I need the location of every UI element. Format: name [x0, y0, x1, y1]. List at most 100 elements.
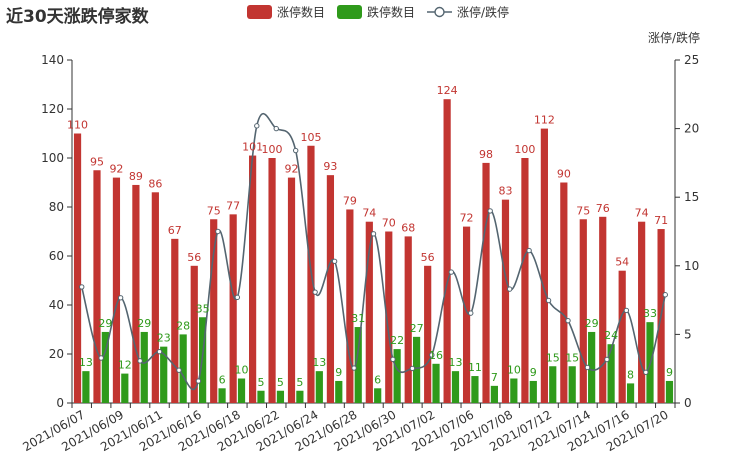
legend-label: 跌停数目	[367, 5, 415, 20]
down-bar	[354, 327, 362, 403]
up-bar	[404, 236, 412, 403]
up-bar-label: 72	[460, 212, 474, 225]
legend-item[interactable]: 涨停/跌停	[427, 5, 509, 20]
left-axis-tick-label: 40	[49, 298, 64, 312]
up-bar	[93, 170, 101, 403]
ratio-point	[234, 294, 241, 301]
ratio-point	[604, 356, 610, 363]
up-bar	[190, 265, 198, 403]
chart-title: 近30天涨跌停家数	[6, 7, 149, 27]
left-axis-tick-label: 80	[49, 200, 64, 214]
down-bar	[335, 380, 343, 403]
down-bar-label: 33	[643, 307, 657, 320]
down-bar-label: 7	[491, 371, 498, 384]
legend-item[interactable]: 跌停数目	[337, 5, 415, 20]
up-bar-label: 54	[615, 256, 629, 269]
down-bar-label: 10	[235, 364, 249, 377]
ratio-point	[643, 369, 649, 375]
down-bar-label: 31	[351, 312, 365, 325]
ratio-point	[526, 247, 532, 254]
down-bar	[626, 383, 635, 403]
up-bar	[501, 199, 510, 403]
legend[interactable]: 涨停数目 跌停数目 涨停/跌停	[247, 5, 509, 20]
up-bar-label: 95	[90, 155, 104, 168]
ratio-point	[390, 356, 396, 363]
ratio-point	[331, 258, 338, 264]
data-labels: 1101395299212892986236728563575677101015…	[67, 84, 673, 389]
bar-series	[73, 99, 674, 403]
down-bar	[471, 376, 479, 403]
up-bar-label: 67	[168, 224, 182, 237]
up-bar	[210, 219, 218, 403]
legend-label: 涨停数目	[277, 5, 325, 20]
ratio-point	[545, 297, 552, 304]
down-bar-label: 29	[98, 317, 112, 330]
down-bar	[101, 331, 109, 403]
down-bar	[549, 366, 557, 403]
legend-swatch	[247, 5, 272, 19]
up-bar-label: 74	[635, 207, 649, 220]
down-bar-label: 29	[137, 317, 151, 330]
down-bar	[451, 371, 460, 403]
down-bar-label: 9	[530, 366, 537, 379]
down-bar-label: 24	[604, 329, 618, 342]
ratio-point	[370, 231, 377, 237]
down-bar	[490, 385, 498, 403]
up-bar-label: 56	[187, 251, 201, 264]
down-bar	[529, 380, 537, 403]
down-bar-label: 15	[565, 351, 579, 364]
legend-label: 涨停/跌停	[457, 5, 509, 20]
up-bar-label: 79	[343, 194, 357, 207]
legend-item[interactable]: 涨停数目	[247, 5, 325, 20]
down-bar-label: 6	[374, 373, 381, 386]
down-bar	[510, 378, 518, 403]
up-bar-label: 76	[596, 202, 610, 215]
up-bar	[521, 158, 529, 403]
up-bar-label: 105	[300, 131, 321, 144]
up-bar	[229, 214, 237, 403]
up-bar	[346, 209, 354, 403]
up-bar-label: 124	[437, 84, 458, 97]
ratio-point	[468, 310, 474, 316]
down-bar	[588, 331, 596, 403]
right-axis-name: 涨停/跌停	[648, 30, 700, 45]
left-axis-tick-label: 60	[49, 249, 64, 263]
up-bar	[268, 158, 276, 403]
down-bar-label: 29	[585, 317, 599, 330]
up-bar	[618, 270, 626, 403]
down-bar-label: 10	[507, 364, 521, 377]
down-bar-label: 9	[666, 366, 673, 379]
up-bar-label: 86	[148, 177, 162, 190]
ratio-line	[80, 113, 667, 391]
down-bar-label: 12	[118, 359, 132, 372]
up-bar-label: 74	[362, 207, 376, 220]
down-bar-label: 6	[219, 373, 226, 386]
down-bar-label: 5	[296, 376, 303, 389]
down-bar	[374, 388, 382, 403]
ratio-point	[176, 367, 182, 373]
right-axis-tick-label: 15	[684, 190, 699, 204]
left-y-axis: 0 20 40 60 80 100 120 140	[41, 53, 73, 410]
legend-swatch	[337, 5, 362, 19]
down-bar	[237, 378, 246, 403]
up-bar-label: 77	[226, 199, 240, 212]
down-bar	[276, 390, 285, 403]
down-bar	[393, 349, 401, 403]
up-bar-label: 92	[285, 163, 299, 176]
down-bar	[315, 371, 323, 403]
ratio-point	[623, 307, 630, 314]
left-axis-tick-label: 120	[41, 102, 64, 116]
down-bar	[412, 336, 421, 403]
ratio-point	[409, 365, 416, 372]
ratio-point	[506, 286, 513, 292]
down-bar	[179, 334, 187, 403]
down-bar	[568, 366, 576, 403]
up-bar-label: 90	[557, 168, 571, 181]
right-axis-tick-label: 0	[684, 396, 692, 410]
down-bar-label: 23	[157, 332, 171, 345]
ratio-point	[429, 352, 435, 358]
down-bar-label: 8	[627, 368, 634, 381]
up-bar-label: 101	[242, 141, 263, 154]
up-bar	[326, 175, 335, 403]
